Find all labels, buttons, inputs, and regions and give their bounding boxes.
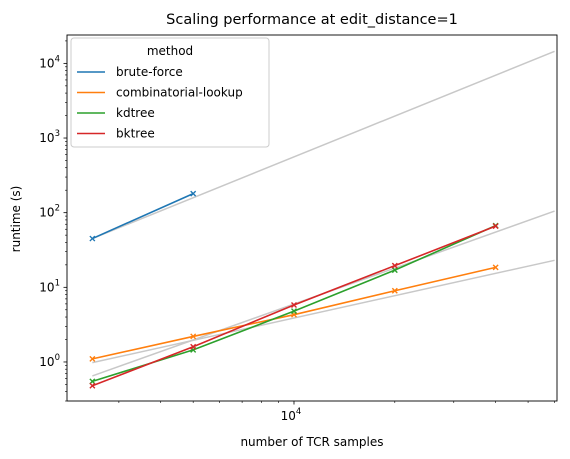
data-point <box>391 262 398 269</box>
legend-label: bktree <box>116 127 155 141</box>
y-tick-label: 100 <box>39 353 60 369</box>
data-point <box>89 355 96 362</box>
x-axis-label: number of TCR samples <box>240 435 383 449</box>
y-tick-label: 102 <box>39 204 60 220</box>
point-mark <box>391 262 398 269</box>
point-mark <box>190 333 197 340</box>
data-point <box>492 223 499 230</box>
data-point <box>190 190 197 197</box>
y-tick-label: 101 <box>39 278 60 294</box>
point-mark <box>391 287 398 294</box>
legend-title: method <box>147 44 193 58</box>
fit-line <box>92 259 555 364</box>
point-mark <box>89 235 96 242</box>
data-point <box>391 287 398 294</box>
y-tick-label: 103 <box>39 129 60 145</box>
y-tick-label: 104 <box>39 54 60 70</box>
point-mark <box>391 267 398 274</box>
data-point <box>190 333 197 340</box>
y-axis: 100 101 102 103 104 <box>39 40 67 402</box>
data-point <box>492 264 499 271</box>
point-mark <box>492 223 499 230</box>
legend-label: brute-force <box>116 65 183 79</box>
chart-title: Scaling performance at edit_distance=1 <box>166 12 458 28</box>
point-mark <box>89 378 96 385</box>
point-mark <box>492 264 499 271</box>
data-point <box>89 382 96 389</box>
point-mark <box>290 301 297 308</box>
point-mark <box>89 355 96 362</box>
x-tick-label: 104 <box>281 407 302 423</box>
plot-frame <box>66 34 558 402</box>
legend: method brute-force combinatorial-lookup kd… <box>70 37 270 148</box>
y-axis-label: runtime (s) <box>9 186 23 253</box>
data-point <box>89 235 96 242</box>
point-mark <box>290 308 297 315</box>
data-point <box>290 308 297 315</box>
point-mark <box>89 382 96 389</box>
point-mark <box>190 190 197 197</box>
data-point <box>89 378 96 385</box>
point-mark <box>190 343 197 350</box>
legend-label: combinatorial-lookup <box>116 86 243 100</box>
legend-items: brute-force combinatorial-lookup kdtree bkt… <box>77 65 243 141</box>
legend-label: kdtree <box>116 106 155 120</box>
series-line <box>92 192 194 240</box>
legend-box <box>70 37 270 148</box>
x-axis: 104 <box>118 401 555 423</box>
series-group <box>89 190 499 389</box>
data-point <box>391 267 398 274</box>
fit-line <box>92 50 555 240</box>
data-point <box>290 301 297 308</box>
data-point <box>190 343 197 350</box>
